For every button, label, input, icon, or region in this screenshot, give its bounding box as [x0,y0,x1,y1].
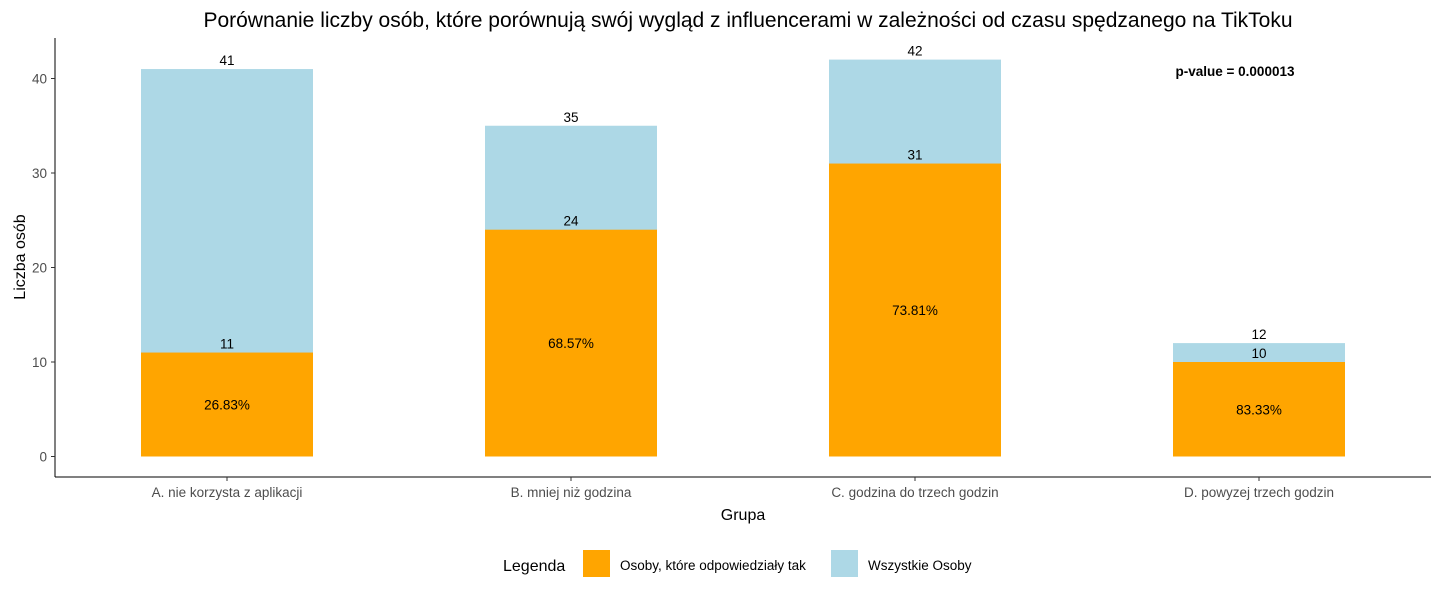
x-tick-label: B. mniej niż godzina [511,485,632,500]
y-tick-label: 30 [32,166,47,181]
y-tick-label: 10 [32,355,47,370]
percent-label: 68.57% [548,336,594,351]
percent-label: 26.83% [204,398,250,413]
chart-title: Porównanie liczby osób, które porównują … [203,9,1292,32]
x-tick-label: A. nie korzysta z aplikacji [152,485,303,500]
percent-label: 83.33% [1236,402,1282,417]
data-label-total: 12 [1251,327,1266,342]
data-label-yes: 31 [907,148,922,163]
x-tick-label: D. powyzej trzech godzin [1184,485,1334,500]
data-label-total: 42 [907,44,922,59]
legend-label-yes: Osoby, które odpowiedziały tak [620,558,806,573]
legend-label-all: Wszystkie Osoby [868,558,972,573]
legend-swatch-yes [583,550,610,577]
y-tick-label: 20 [32,261,47,276]
data-label-total: 41 [219,53,234,68]
p-value-annotation: p-value = 0.000013 [1176,64,1295,79]
y-tick-label: 40 [32,72,47,87]
legend-title: Legenda [503,558,565,575]
plot-area: 41 11 26.83% 35 24 68.57% 42 31 73.81% 12 10 83.33%… [32,38,1431,500]
bar-yes [1173,362,1345,457]
y-tick-label: 0 [39,450,47,465]
y-axis-title: Liczba osób [12,214,29,299]
data-label-yes: 10 [1251,346,1266,361]
percent-label: 73.81% [892,303,938,318]
x-tick-label: C. godzina do trzech godzin [831,485,998,500]
data-label-yes: 24 [563,214,579,229]
bar-yes [141,352,313,457]
x-axis-title: Grupa [721,507,766,524]
legend: Legenda Osoby, które odpowiedziały tak W… [503,550,972,577]
bar-yes [829,163,1001,457]
data-label-total: 35 [563,110,578,125]
bar-yes [485,229,657,457]
data-label-yes: 11 [220,337,234,352]
legend-swatch-all [831,550,858,577]
